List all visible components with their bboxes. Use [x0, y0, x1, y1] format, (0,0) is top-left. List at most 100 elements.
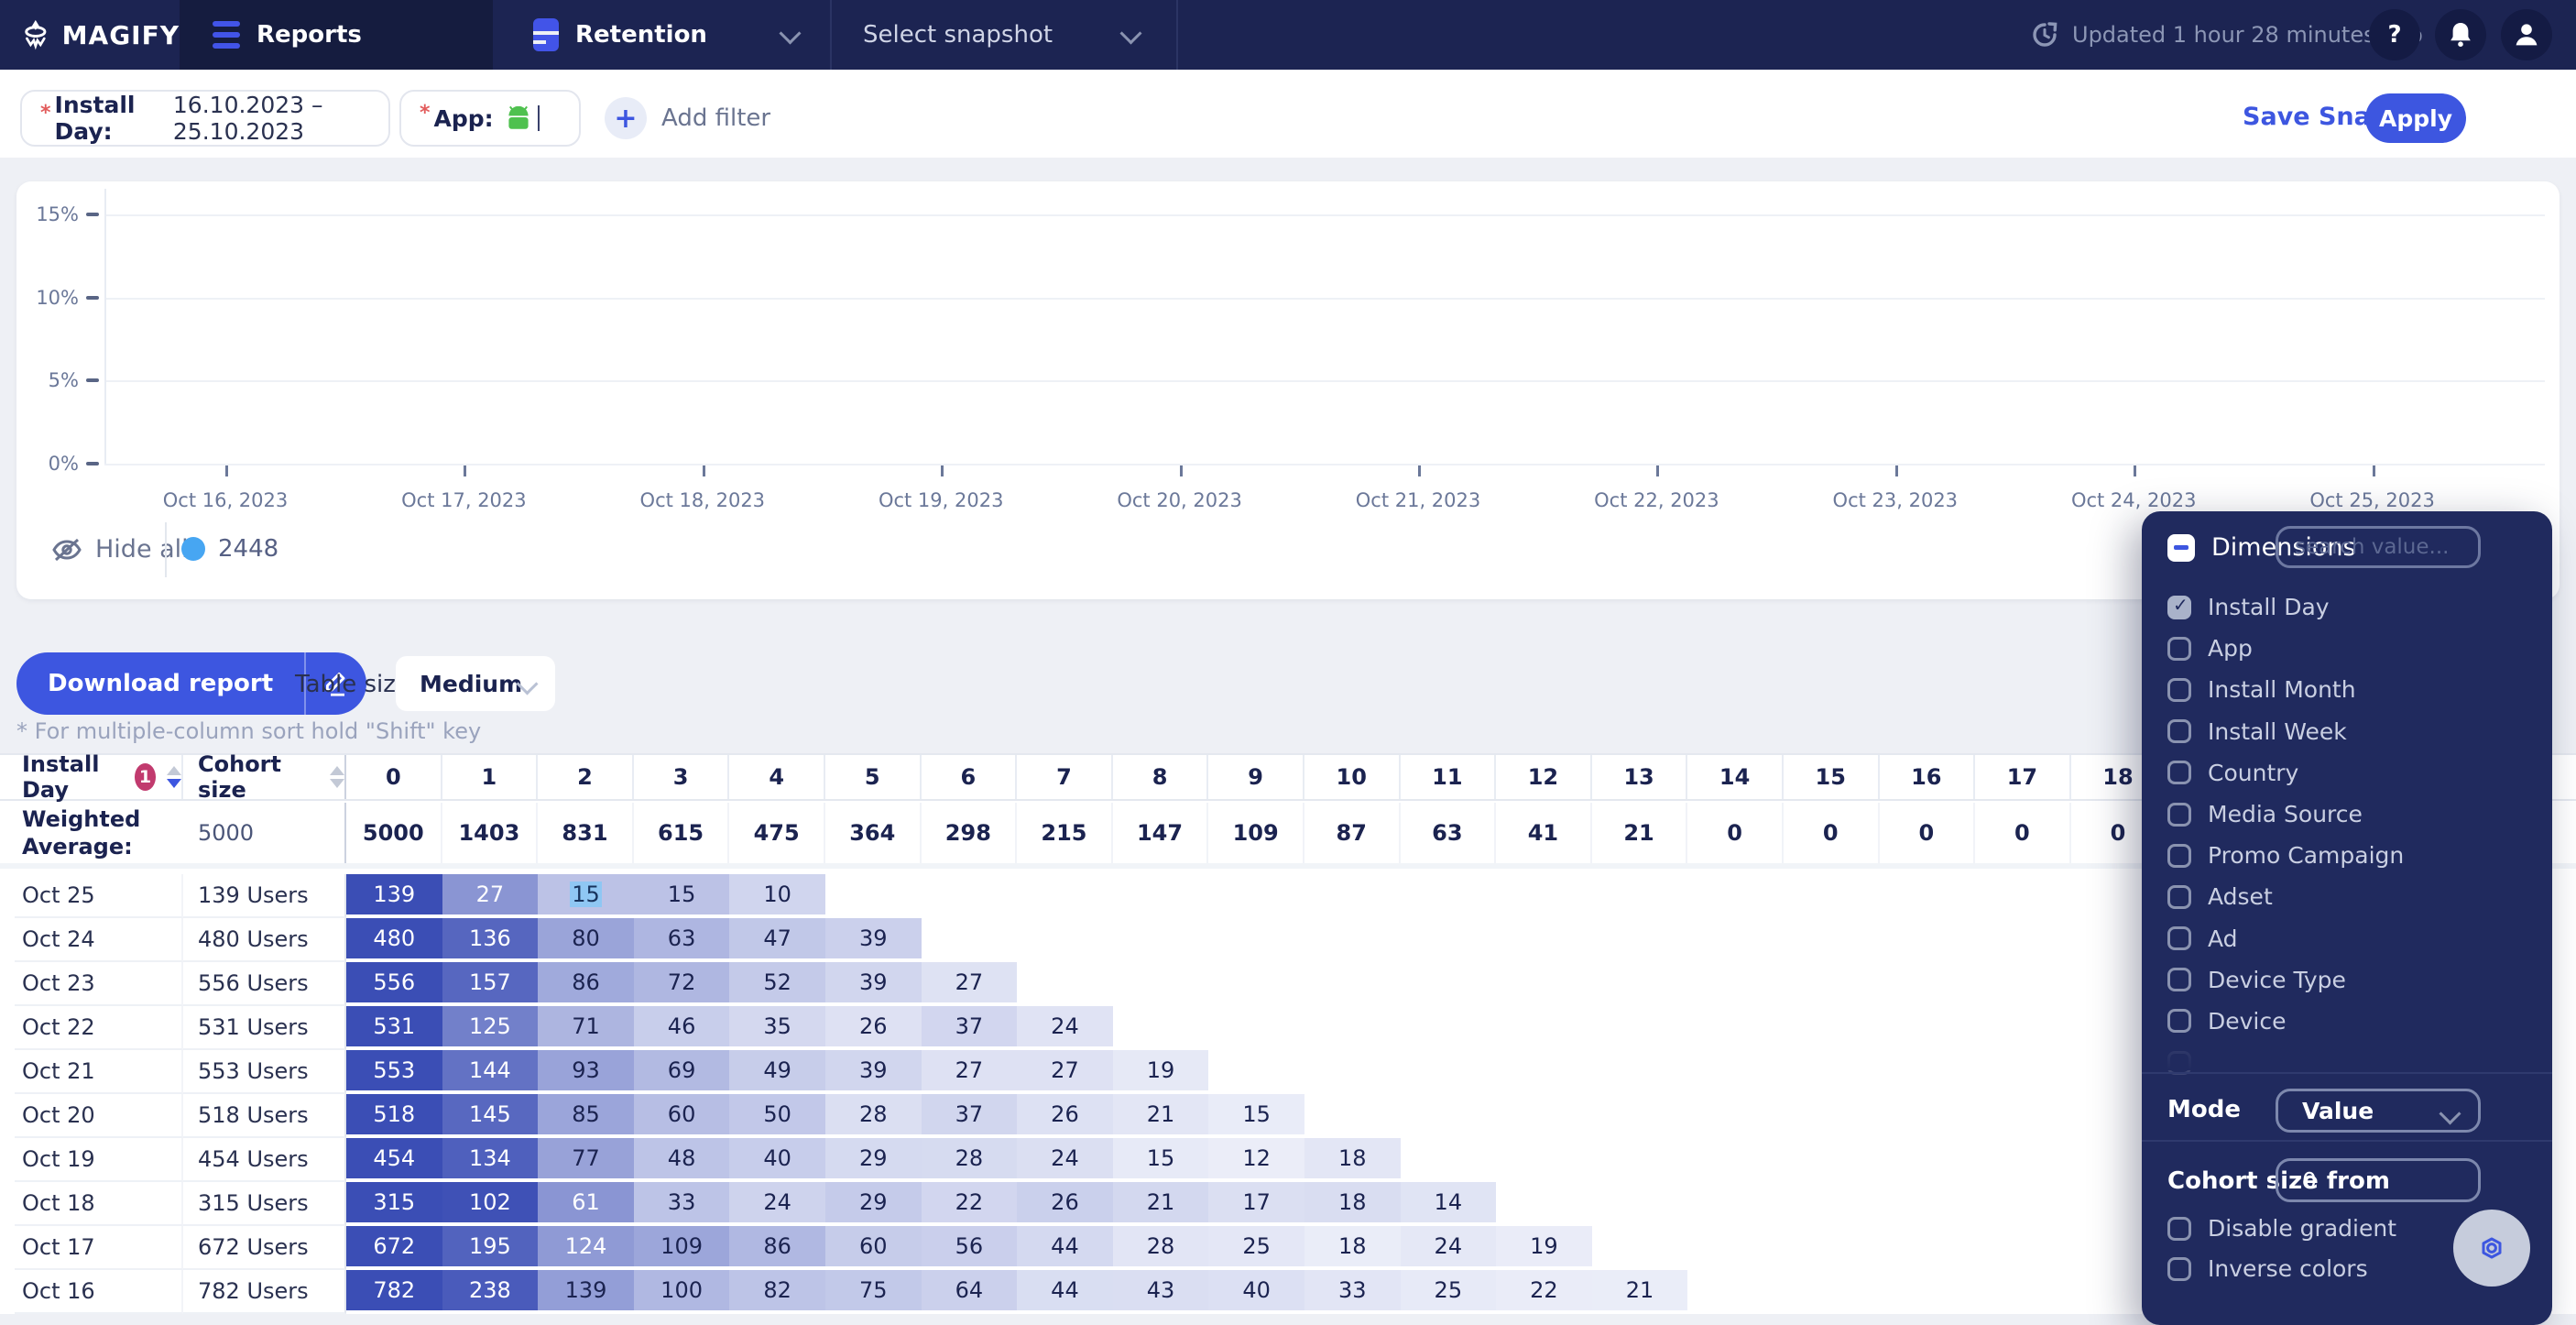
day-column-header[interactable]: 5	[825, 755, 922, 799]
dimension-item-install-week[interactable]: Install Week	[2167, 711, 2527, 752]
day-column-header[interactable]: 1	[442, 755, 539, 799]
dimension-checkbox[interactable]	[2167, 884, 2191, 909]
retention-value-cell: 26	[824, 1006, 922, 1046]
dimension-checkbox[interactable]	[2167, 802, 2191, 827]
install-day-cell: Oct 20	[15, 1094, 183, 1138]
retention-value-cell: 21	[1591, 1270, 1688, 1310]
dimension-item-media-source[interactable]: Media Source	[2167, 794, 2527, 835]
retention-value-cell	[1496, 962, 1592, 1002]
retention-value-cell: 18	[1304, 1226, 1401, 1266]
column-header-cohort-size[interactable]: Cohort size	[183, 751, 346, 803]
legend-divider	[165, 522, 167, 577]
dimension-item-device-type[interactable]: Device Type	[2167, 959, 2527, 1001]
disable-gradient-checkbox[interactable]	[2167, 1216, 2191, 1241]
series-legend-label[interactable]: 2448	[218, 535, 279, 563]
weighted-average-cell: 147	[1113, 803, 1209, 863]
dimension-item-adset[interactable]: Adset	[2167, 876, 2527, 917]
day-column-header[interactable]: 3	[634, 755, 730, 799]
retention-value-cell: 49	[729, 1050, 825, 1090]
help-button[interactable]: ?	[2369, 9, 2420, 60]
mode-dropdown[interactable]: Value	[2276, 1089, 2481, 1133]
retention-value-cell: 77	[538, 1138, 634, 1178]
dimension-checkbox[interactable]	[2167, 761, 2191, 785]
retention-value-cell	[1687, 1182, 1784, 1222]
retention-value-cell: 71	[538, 1006, 634, 1046]
dimension-item-promo-campaign[interactable]: Promo Campaign	[2167, 835, 2527, 876]
install-day-filter-chip[interactable]: * Install Day: 16.10.2023 – 25.10.2023	[20, 90, 390, 147]
retention-value-cell: 40	[729, 1138, 825, 1178]
dimensions-indeterminate-checkbox[interactable]	[2167, 533, 2195, 562]
day-column-header[interactable]: 14	[1687, 755, 1784, 799]
retention-value-cell: 80	[538, 918, 634, 958]
dimension-checkbox[interactable]	[2167, 719, 2191, 744]
day-column-header[interactable]: 13	[1592, 755, 1688, 799]
day-column-header[interactable]: 7	[1017, 755, 1113, 799]
dimension-checkbox[interactable]	[2167, 843, 2191, 868]
dimension-search-input[interactable]	[2276, 526, 2481, 568]
day-column-header[interactable]: 9	[1208, 755, 1304, 799]
panel-settings-button[interactable]	[2453, 1210, 2530, 1287]
weighted-average-cell: 298	[922, 803, 1018, 863]
retention-value-cell	[1113, 962, 1209, 1002]
magify-logo[interactable]: MAGIFY	[0, 0, 180, 70]
retention-value-cell	[1304, 1006, 1401, 1046]
weighted-average-values: 5000 1403 831 615 475 364 298 215 147 109 87 63 41 21…	[346, 803, 2167, 863]
profile-button[interactable]	[2501, 9, 2552, 60]
weighted-average-cell: 475	[729, 803, 825, 863]
day-column-header[interactable]: 4	[729, 755, 825, 799]
retention-value-cell: 18	[1304, 1182, 1401, 1222]
dimension-checkbox[interactable]	[2167, 636, 2191, 661]
inverse-colors-checkbox[interactable]	[2167, 1256, 2191, 1281]
retention-value-cell	[1784, 1006, 1880, 1046]
snapshot-dropdown[interactable]: Select snapshot	[830, 0, 1178, 70]
app-filter-chip[interactable]: * App:	[399, 90, 581, 147]
retention-value-cell: 102	[442, 1182, 539, 1222]
retention-value-cell: 10	[729, 874, 825, 914]
day-column-header[interactable]: 8	[1113, 755, 1209, 799]
day-column-header[interactable]: 11	[1401, 755, 1497, 799]
edit-report-button[interactable]	[306, 670, 366, 697]
disable-gradient-option[interactable]: Disable gradient	[2167, 1215, 2396, 1242]
add-filter-button[interactable]: + Add filter	[605, 97, 770, 139]
nav-reports-menu[interactable]: Reports	[180, 0, 493, 70]
dimension-item-install-month[interactable]: Install Month	[2167, 669, 2527, 710]
retention-value-cell	[1592, 1050, 1688, 1090]
report-type-dropdown[interactable]: Retention	[493, 0, 832, 70]
dimension-checkbox[interactable]	[2167, 1009, 2191, 1034]
retention-value-cell	[1784, 1094, 1880, 1134]
day-column-header[interactable]: 12	[1496, 755, 1592, 799]
y-axis-tick	[86, 295, 99, 300]
dimension-checkbox[interactable]	[2167, 594, 2191, 619]
day-column-header[interactable]: 17	[1975, 755, 2071, 799]
notifications-button[interactable]	[2435, 9, 2486, 60]
dimension-item-device[interactable]: Device	[2167, 1001, 2527, 1042]
day-column-header[interactable]: 15	[1784, 755, 1880, 799]
table-size-dropdown[interactable]: Medium	[396, 656, 555, 711]
retention-value-cell: 782	[346, 1270, 442, 1310]
dimension-item-country[interactable]: Country	[2167, 752, 2527, 794]
dimension-item-install-day[interactable]: Install Day	[2167, 586, 2527, 628]
dimension-checkbox[interactable]	[2167, 677, 2191, 702]
retention-value-cell: 139	[346, 874, 442, 914]
cohort-size-input[interactable]	[2276, 1158, 2481, 1202]
dimension-checkbox[interactable]	[2167, 926, 2191, 951]
retention-value-cell	[1687, 1138, 1784, 1178]
weighted-average-cell: 0	[1975, 803, 2071, 863]
inverse-colors-option[interactable]: Inverse colors	[2167, 1255, 2368, 1282]
day-column-header[interactable]: 10	[1304, 755, 1401, 799]
dimension-checkbox[interactable]	[2167, 968, 2191, 992]
retention-value-cell: 18	[1304, 1138, 1401, 1178]
day-column-header[interactable]: 16	[1880, 755, 1976, 799]
dimension-item-app[interactable]: App	[2167, 628, 2527, 669]
day-column-header[interactable]: 2	[538, 755, 634, 799]
hide-all-button[interactable]: Hide all	[51, 535, 189, 564]
day-column-header[interactable]: 0	[346, 755, 442, 799]
retention-value-cell: 139	[538, 1270, 634, 1310]
apply-button[interactable]: Apply	[2365, 93, 2466, 143]
download-report-button[interactable]: Download report	[48, 670, 274, 697]
dimension-item-ad[interactable]: Ad	[2167, 918, 2527, 959]
column-header-install-day[interactable]: Install Day 1	[15, 751, 183, 803]
day-column-header[interactable]: 6	[922, 755, 1018, 799]
retention-value-cell: 25	[1400, 1270, 1497, 1310]
retention-value-cell: 27	[1017, 1050, 1113, 1090]
